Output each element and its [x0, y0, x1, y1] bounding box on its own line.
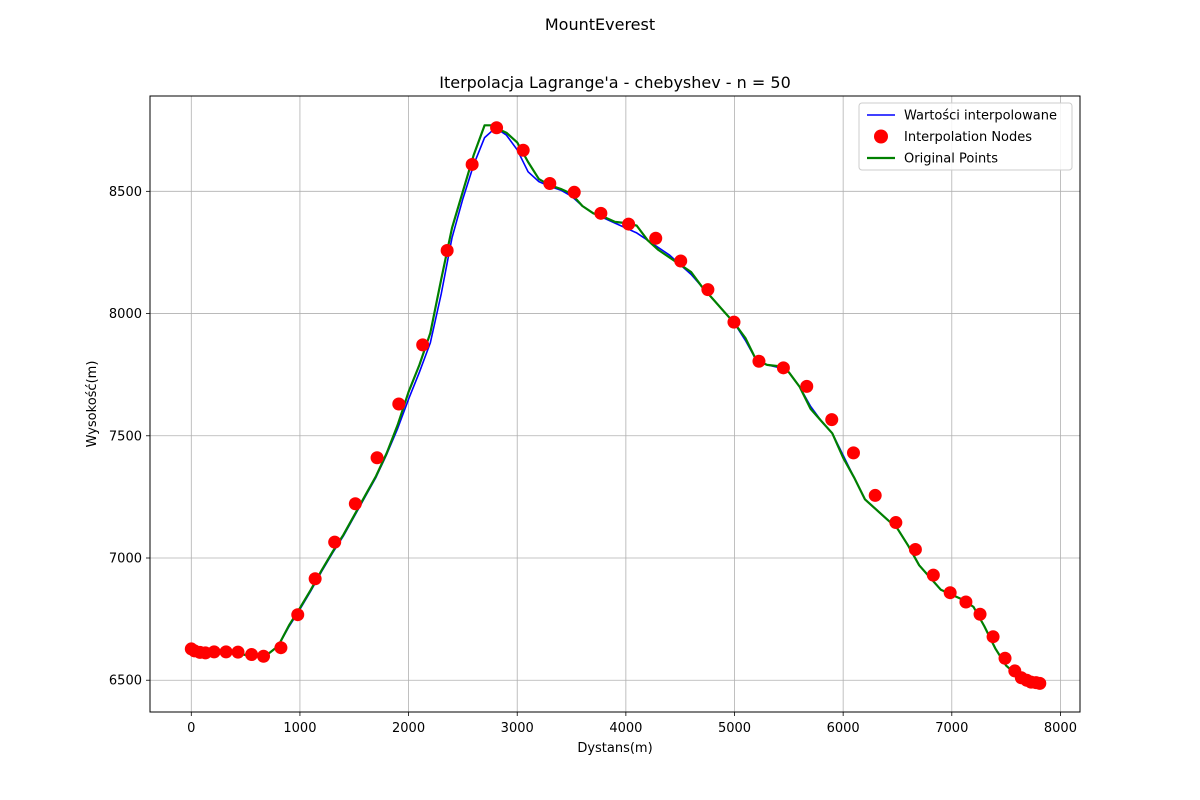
interpolation-node-point — [245, 648, 259, 662]
interpolation-node-point — [674, 254, 688, 268]
interpolation-node-point — [868, 488, 882, 502]
interpolation-node-point — [943, 586, 957, 600]
y-tick-label: 8000 — [109, 307, 142, 322]
interpolation-node-point — [348, 497, 362, 511]
interpolation-node-point — [701, 283, 715, 297]
interpolation-node-point — [825, 413, 839, 427]
legend-box — [858, 102, 1073, 171]
interpolation-node-point — [219, 645, 233, 659]
interpolation-node-point — [207, 645, 221, 659]
interpolation-node-point — [776, 361, 790, 375]
x-tick-label: 5000 — [718, 721, 751, 736]
x-tick-label: 4000 — [609, 721, 642, 736]
interpolation-node-point — [274, 641, 288, 655]
interpolation-node-point — [567, 185, 581, 199]
interpolation-node-point — [416, 338, 430, 352]
interpolation-node-point — [973, 607, 987, 621]
interpolation-node-point — [440, 243, 454, 257]
interpolation-node-point — [959, 595, 973, 609]
interpolation-node-point — [231, 645, 245, 659]
interpolation-node-point — [622, 217, 636, 231]
interpolation-node-point — [986, 630, 1000, 644]
interpolation-node-point — [543, 177, 557, 191]
y-tick-label: 7000 — [109, 552, 142, 567]
interpolation-node-point — [257, 649, 271, 663]
interpolation-node-point — [516, 143, 530, 157]
interpolation-node-point — [370, 451, 384, 465]
interpolation-node-point — [328, 535, 342, 549]
axes: 0 1000 2000 3000 4000 5000 6000 7000 8000 6500 700… — [109, 185, 1077, 736]
x-tick-label: 2000 — [392, 721, 425, 736]
x-tick-label: 6000 — [827, 721, 860, 736]
plot-area — [150, 96, 1080, 712]
y-axis-label: Wysokość(m) — [85, 361, 100, 448]
chart-title: Iterpolacja Lagrange'a - chebyshev - n =… — [439, 73, 791, 92]
interpolation-node-point — [800, 379, 814, 393]
grid — [150, 96, 1080, 712]
y-tick-label: 6500 — [109, 674, 142, 689]
x-tick-label: 7000 — [935, 721, 968, 736]
legend-entry-label: Original Points — [904, 152, 998, 167]
interpolation-node-point — [926, 568, 940, 582]
figure-suptitle: MountEverest — [545, 15, 655, 34]
x-tick-label: 3000 — [501, 721, 534, 736]
interpolation-node-point — [889, 516, 903, 530]
x-axis-label: Dystans(m) — [577, 741, 652, 756]
interpolation-node-point — [998, 651, 1012, 665]
series-layer — [184, 121, 1047, 690]
interpolation-node-point — [649, 231, 663, 245]
plot-frame — [149, 95, 1081, 713]
x-tick-label: 1000 — [283, 721, 316, 736]
y-tick-label: 7500 — [109, 429, 142, 444]
x-tick-label: 0 — [187, 721, 195, 736]
interpolation-node-point — [908, 542, 922, 556]
interpolation-node-point — [846, 446, 860, 460]
legend-entry-label: Wartości interpolowane — [904, 109, 1057, 124]
legend-swatch-marker — [874, 129, 888, 144]
interpolation-node-point — [752, 354, 766, 368]
interpolation-node-point — [490, 121, 504, 135]
interpolation-node-point — [594, 206, 608, 220]
interpolation-node-point — [1033, 676, 1047, 690]
interpolation-node-point — [392, 397, 406, 411]
x-tick-label: 8000 — [1044, 721, 1077, 736]
legend: Wartości interpolowane Interpolation Node… — [858, 102, 1073, 171]
legend-entry-label: Interpolation Nodes — [904, 130, 1032, 145]
interpolation-node-point — [727, 315, 741, 329]
y-tick-label: 8500 — [109, 185, 142, 200]
interpolation-node-point — [291, 608, 305, 622]
interpolation-node-point — [308, 572, 322, 586]
interpolation-node-point — [465, 157, 479, 171]
